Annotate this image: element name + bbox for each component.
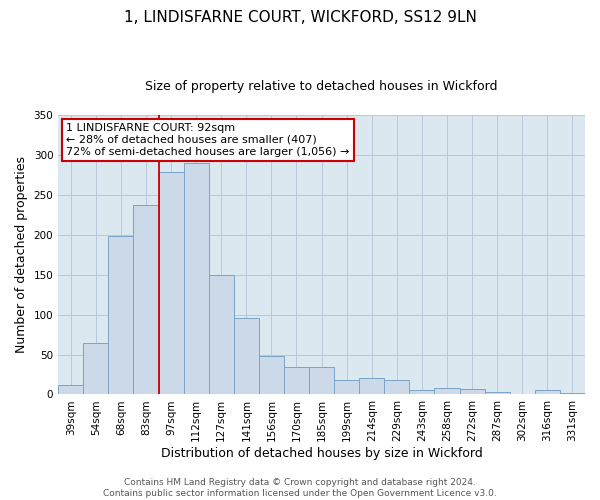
Bar xyxy=(359,378,385,394)
Bar xyxy=(158,172,184,394)
Bar xyxy=(83,342,109,394)
Title: Size of property relative to detached houses in Wickford: Size of property relative to detached ho… xyxy=(145,80,498,93)
Bar xyxy=(133,205,158,394)
Y-axis label: Number of detached properties: Number of detached properties xyxy=(15,156,28,353)
Text: 1, LINDISFARNE COURT, WICKFORD, SS12 9LN: 1, LINDISFARNE COURT, WICKFORD, SS12 9LN xyxy=(124,10,476,25)
Bar xyxy=(409,390,434,394)
Bar xyxy=(560,393,585,394)
Bar xyxy=(309,366,334,394)
Text: 1 LINDISFARNE COURT: 92sqm
← 28% of detached houses are smaller (407)
72% of sem: 1 LINDISFARNE COURT: 92sqm ← 28% of deta… xyxy=(66,124,349,156)
Bar xyxy=(184,163,209,394)
Bar xyxy=(58,385,83,394)
X-axis label: Distribution of detached houses by size in Wickford: Distribution of detached houses by size … xyxy=(161,447,482,460)
Bar xyxy=(535,390,560,394)
Bar xyxy=(385,380,409,394)
Bar xyxy=(334,380,359,394)
Text: Contains HM Land Registry data © Crown copyright and database right 2024.
Contai: Contains HM Land Registry data © Crown c… xyxy=(103,478,497,498)
Bar xyxy=(209,274,234,394)
Bar xyxy=(485,392,510,394)
Bar xyxy=(284,366,309,394)
Bar xyxy=(234,318,259,394)
Bar xyxy=(460,389,485,394)
Bar xyxy=(109,236,133,394)
Bar xyxy=(434,388,460,394)
Bar xyxy=(259,356,284,395)
